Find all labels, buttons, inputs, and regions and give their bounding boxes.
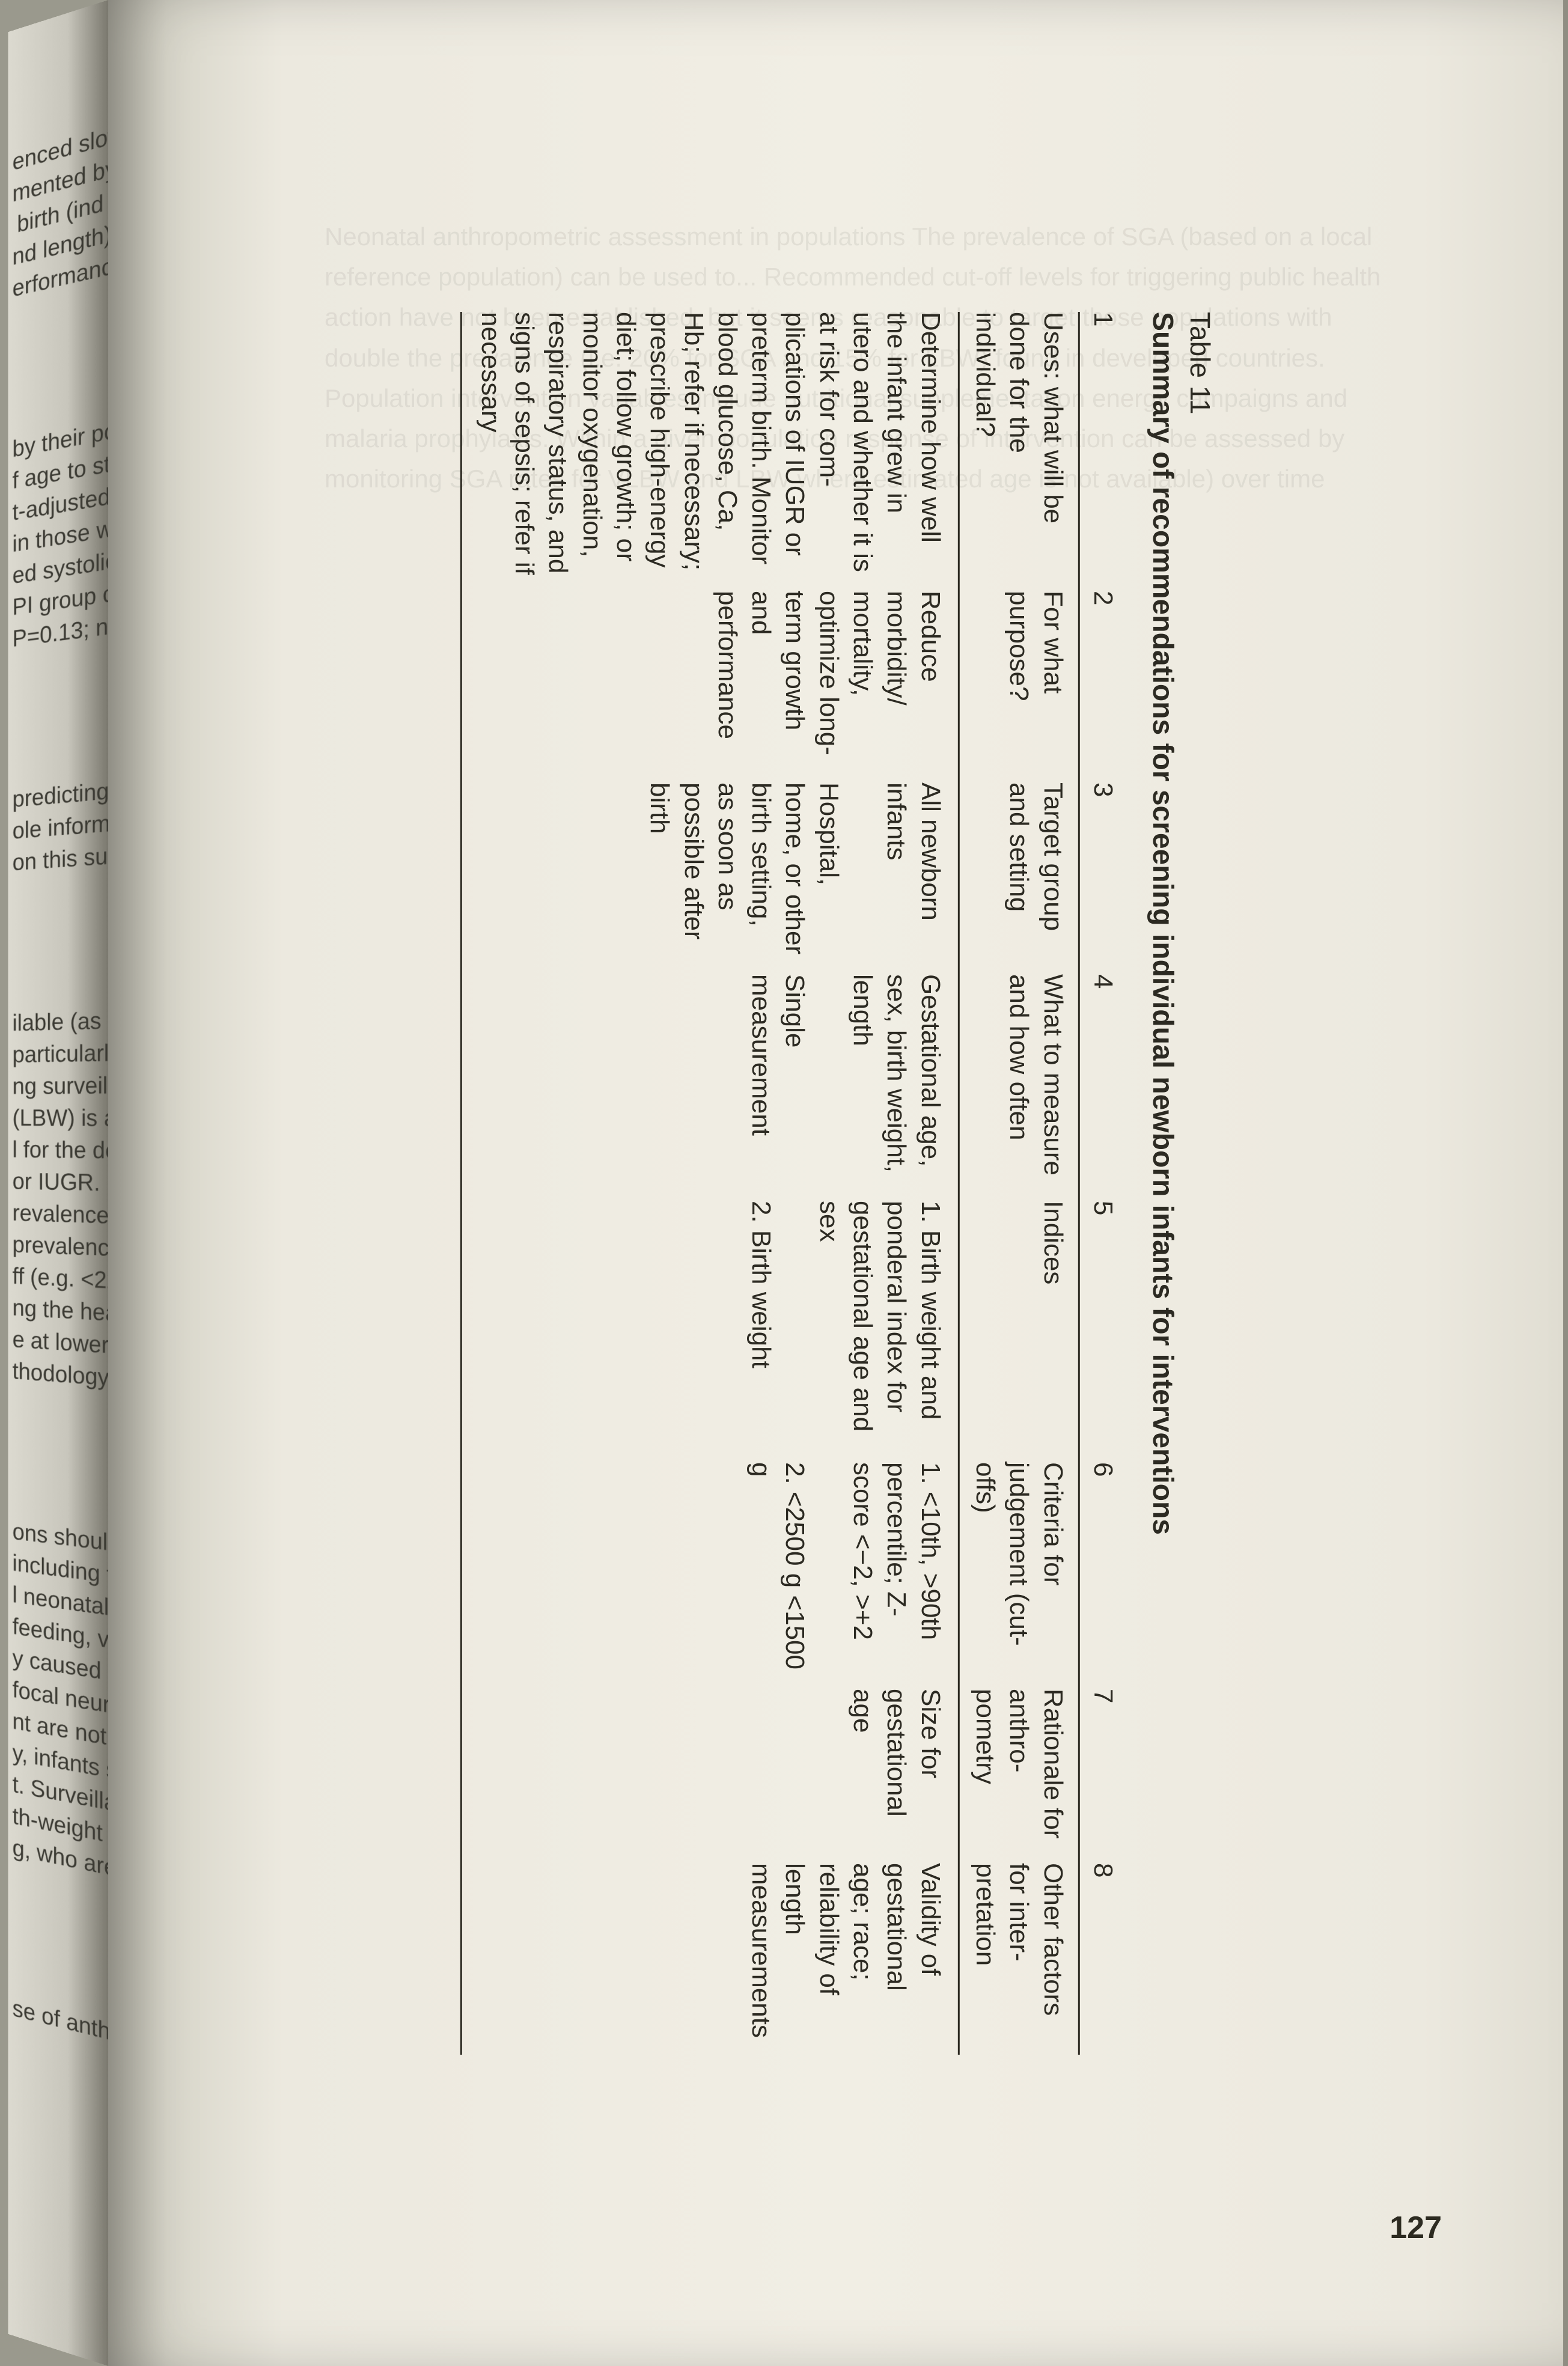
table-cell: All newborn infants Hospital, home, or o… [461, 782, 958, 974]
column-number: 8 [1079, 1863, 1130, 2055]
prev-page-fragment-line: se of anthrop [13, 1992, 104, 2047]
column-header: Other factors for inter-pretation [959, 1863, 1079, 2055]
column-number: 1 [1079, 312, 1130, 591]
table-cell: Validity of gestational age; race; relia… [461, 1863, 958, 2055]
column-header: Criteria for judgement (cut-offs) [959, 1462, 1079, 1689]
prev-page-fragment-line: ilable (as in [13, 1005, 104, 1039]
prev-page-fragment-line: prevalence o [13, 1229, 104, 1264]
prev-page-fragment-block: by their pof age to studt-adjustedin tho… [13, 416, 104, 656]
column-number-row: 12345678 [1079, 312, 1130, 2055]
table-label: Table 11 [1183, 312, 1216, 2055]
prev-page-fragment-line: on this subje [13, 840, 104, 879]
column-number: 2 [1079, 591, 1130, 782]
book-page: Neonatal anthropometric assessment in po… [108, 0, 1568, 2366]
prev-page-fragment-line: or IUGR. Ho [13, 1165, 104, 1199]
prev-page-fragment-line: particularly [13, 1037, 104, 1071]
column-header: For what purpose? [959, 591, 1079, 782]
page-number: 127 [1390, 2210, 1442, 2246]
column-header: Indices [959, 1201, 1079, 1462]
header-row: Uses: what will be done for the individu… [959, 312, 1079, 2055]
table-cell: Gestational age, sex, birth weight, leng… [461, 974, 958, 1201]
table-cell: 1. Birth weight and ponderal index for g… [461, 1201, 958, 1462]
table-row: Determine how well the infant grew in ut… [461, 312, 958, 2055]
column-number: 7 [1079, 1689, 1130, 1863]
column-number: 5 [1079, 1201, 1130, 1462]
table-title: Summary of recommendations for screening… [1145, 312, 1179, 2055]
prev-page-fragment-line: revalence of [13, 1197, 104, 1231]
prev-page-fragment-block: se of anthrop [13, 1993, 104, 2046]
prev-page-fragment-line: ff (e.g. <225 [13, 1260, 104, 1296]
column-header: Uses: what will be done for the individu… [959, 312, 1079, 591]
column-number: 4 [1079, 974, 1130, 1201]
table-cell: Determine how well the infant grew in ut… [461, 312, 958, 591]
column-number: 6 [1079, 1462, 1130, 1689]
prev-page-fragment-block: ilable (as inparticularlyng surveillan(L… [13, 1004, 104, 1392]
column-number: 3 [1079, 782, 1130, 974]
rotated-table-container: Table 11 Summary of recommendations for … [460, 312, 1216, 2055]
prev-page-fragment-line: l for the det [13, 1134, 104, 1167]
prev-page-fragment-line: ng the heal [13, 1292, 104, 1329]
prev-page-fragment-block: predicting ouole informaton this subje [13, 775, 104, 880]
prev-page-fragment-line: ng surveillan [13, 1070, 104, 1102]
column-header: Rationale for anthro-pometry [959, 1689, 1079, 1863]
prev-page-fragment-line: (LBW) is a n [13, 1102, 104, 1135]
prev-page-fragment-block: ons should inincluding thel neonatal afe… [13, 1516, 104, 1881]
table-cell: Size for gestational age [461, 1689, 958, 1863]
table-cell: 1. <10th, >90th percentile; Z-score <−2,… [461, 1462, 958, 1689]
column-header: What to measure and how often [959, 974, 1079, 1201]
table-cell: Reduce morbidity/ mortality, optimize lo… [461, 591, 958, 782]
prev-page-fragment-line: thodology fo [13, 1355, 104, 1394]
column-header: Target group and setting [959, 782, 1079, 974]
prev-page-fragment-block: enced slowmented bybirth (indnd length)e… [13, 121, 104, 306]
previous-page-edge: enced slowmented bybirth (indnd length)e… [8, 0, 108, 2366]
summary-table: 12345678 Uses: what will be done for the… [460, 312, 1130, 2055]
